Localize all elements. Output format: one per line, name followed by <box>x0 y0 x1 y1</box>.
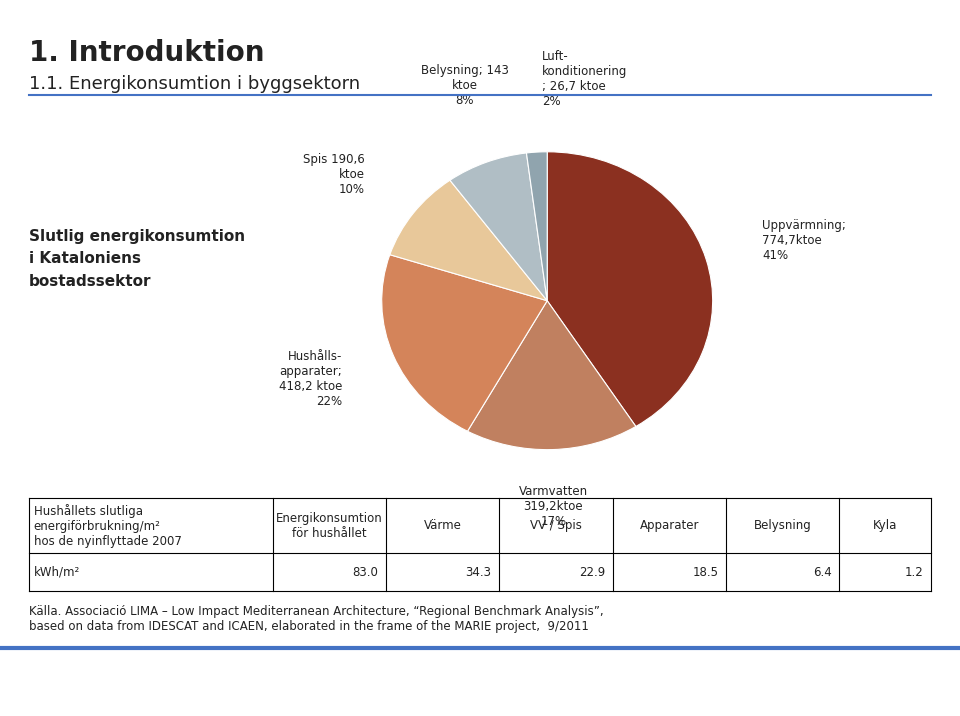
Text: 6.4: 6.4 <box>813 566 831 579</box>
Wedge shape <box>547 152 712 427</box>
Text: Belysning; 143
ktoe
8%: Belysning; 143 ktoe 8% <box>421 64 509 107</box>
Text: 18.5: 18.5 <box>692 566 718 579</box>
Text: Spis 190,6
ktoe
10%: Spis 190,6 ktoe 10% <box>303 153 365 195</box>
Text: Varmvatten
319,2ktoe
17%: Varmvatten 319,2ktoe 17% <box>518 485 588 528</box>
Text: Energikonsumtion
för hushållet: Energikonsumtion för hushållet <box>276 511 383 540</box>
Text: Värme: Värme <box>423 519 462 532</box>
Text: 1. Introduktion: 1. Introduktion <box>29 39 264 67</box>
Text: Apparater: Apparater <box>639 519 699 532</box>
Text: Hushållets slutliga
energiförbrukning/m²
hos de nyinflyttade 2007: Hushållets slutliga energiförbrukning/m²… <box>34 503 181 548</box>
Wedge shape <box>382 255 547 431</box>
Wedge shape <box>468 301 636 450</box>
Text: Slutlig energikonsumtion
i Kataloniens
bostadssektor: Slutlig energikonsumtion i Kataloniens b… <box>29 229 245 289</box>
Text: kWh/m²: kWh/m² <box>34 566 80 579</box>
Text: 83.0: 83.0 <box>352 566 378 579</box>
Wedge shape <box>390 180 547 301</box>
Wedge shape <box>450 153 547 301</box>
Text: Hushålls-
apparater;
418,2 ktoe
22%: Hushålls- apparater; 418,2 ktoe 22% <box>278 349 342 407</box>
Text: 22.9: 22.9 <box>579 566 605 579</box>
Text: Kyla: Kyla <box>873 519 898 532</box>
Text: VV / Spis: VV / Spis <box>530 519 582 532</box>
Text: Källa. Associació LIMA – Low Impact Mediterranean Architecture, “Regional Benchm: Källa. Associació LIMA – Low Impact Medi… <box>29 605 604 633</box>
Text: Luft-
konditionering
; 26,7 ktoe
2%: Luft- konditionering ; 26,7 ktoe 2% <box>542 49 627 107</box>
Text: 1.2: 1.2 <box>904 566 924 579</box>
Text: Belysning: Belysning <box>754 519 811 532</box>
Text: Uppvärmning;
774,7ktoe
41%: Uppvärmning; 774,7ktoe 41% <box>762 219 846 262</box>
Text: 34.3: 34.3 <box>466 566 492 579</box>
Wedge shape <box>526 152 547 301</box>
Text: 1.1. Energikonsumtion i byggsektorn: 1.1. Energikonsumtion i byggsektorn <box>29 75 360 93</box>
